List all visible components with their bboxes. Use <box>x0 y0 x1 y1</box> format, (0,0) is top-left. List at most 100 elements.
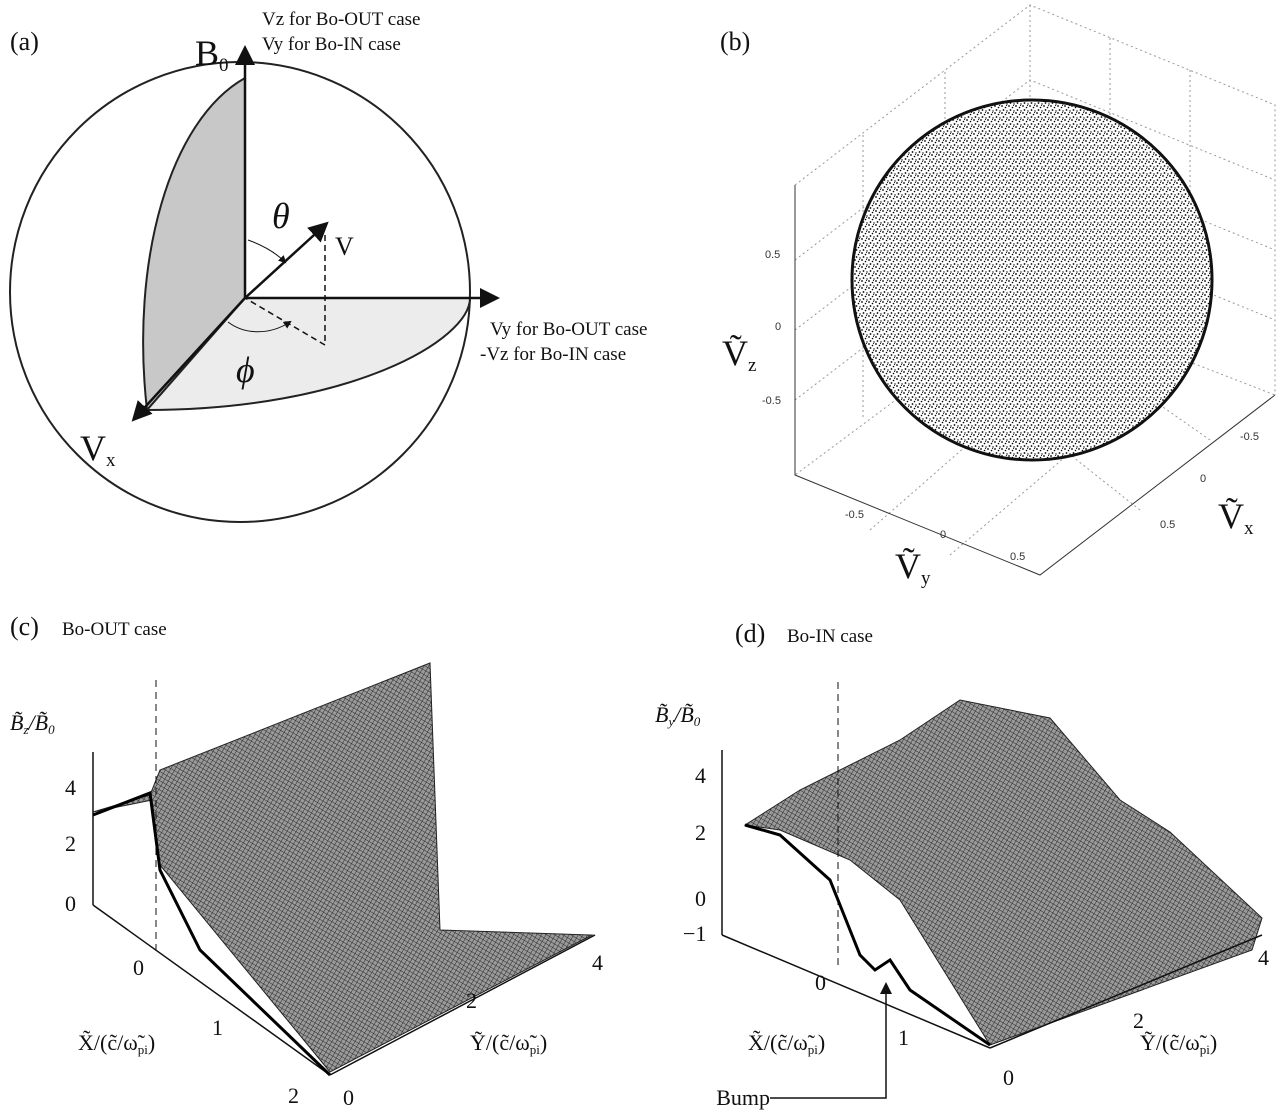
text-part: B̃ <box>655 702 668 727</box>
axis-label: B̃z/B̃0 <box>10 710 55 737</box>
tick-label: 2 <box>65 831 76 856</box>
text-part: B̃ <box>10 710 23 735</box>
panel-label: (d) <box>735 619 765 648</box>
text-part: ) <box>148 1030 155 1055</box>
tick-label: 2 <box>695 820 706 845</box>
tick-label: 0 <box>65 891 76 916</box>
panel-b: (b) 0.5 0 -0.5 -0.5 0 0.5 -0.5 0 0.5 Ṽz … <box>720 4 1276 589</box>
text-part: /B̃ <box>672 702 694 727</box>
annotation: Bump <box>716 1085 770 1110</box>
x-axis <box>92 904 331 1076</box>
box <box>794 185 1276 576</box>
text-part: X̃/(c̃/ω̃ <box>78 1030 146 1055</box>
projection <box>244 235 326 347</box>
tick-label: 4 <box>695 763 706 788</box>
text-part: Ṽ <box>1218 496 1244 536</box>
panel-label: (a) <box>10 27 39 56</box>
tick-label: 0 <box>133 955 144 980</box>
text-part: pi <box>138 1042 149 1057</box>
note: Vz for Bo-OUT case <box>262 9 420 30</box>
note: -Vz for Bo-IN case <box>480 344 626 365</box>
profile-curve <box>92 790 332 1077</box>
tick-label: −1 <box>683 921 706 946</box>
sphere-points <box>850 98 1214 462</box>
axis-label: Ṽz <box>722 333 756 376</box>
text-part: x <box>1244 518 1254 539</box>
axis-label: B̃y/B̃0 <box>655 702 701 729</box>
tick-label: 2 <box>288 1083 299 1108</box>
text-part: /B̃ <box>27 710 49 735</box>
text-part: y <box>921 568 931 589</box>
text-part: 0 <box>219 55 229 76</box>
x-axis <box>721 934 991 1049</box>
tick-label: -0.5 <box>762 395 781 407</box>
text-part: Ṽ <box>722 333 748 373</box>
text-part: ) <box>540 1030 547 1055</box>
text-part: pi <box>808 1042 819 1057</box>
axis-label: Vx <box>80 428 116 471</box>
y-axis <box>329 934 596 1076</box>
panel-label: (b) <box>720 27 750 56</box>
tick-label: 0 <box>695 886 706 911</box>
text-part: V <box>80 428 106 468</box>
panel-d: (d) Bo-IN case Bump B̃y/B̃0 4 2 0 −1 0 1… <box>655 619 1269 1110</box>
tick-label: 0.5 <box>1010 551 1025 563</box>
panel-label: (c) <box>10 612 39 641</box>
panel-title: Bo-IN case <box>787 626 873 647</box>
note: Vy for Bo-OUT case <box>490 319 647 340</box>
tick-label: 0 <box>343 1085 354 1110</box>
axis-label: Ṽx <box>1218 496 1254 539</box>
axis-label: X̃/(c̃/ω̃pi) <box>748 1030 825 1057</box>
axis-label: Ỹ/(c̃/ω̃pi) <box>1140 1030 1217 1057</box>
text-part: Ṽ <box>895 546 921 586</box>
note: Vy for Bo-IN case <box>262 34 401 55</box>
text-part: pi <box>1200 1042 1211 1057</box>
axis-label: X̃/(c̃/ω̃pi) <box>78 1030 155 1057</box>
surface <box>92 662 594 1073</box>
text-part: Ỹ/(c̃/ω̃ <box>1140 1030 1208 1055</box>
axis-label: Ṽy <box>895 546 931 589</box>
tick-label: 0.5 <box>1160 519 1175 531</box>
tick-label: 0.5 <box>765 249 780 261</box>
text-part: B <box>195 33 219 73</box>
tick-label: 4 <box>1258 945 1269 970</box>
text-part: x <box>106 450 116 471</box>
tick-label: 2 <box>1133 1008 1144 1033</box>
tick-label: -0.5 <box>1240 431 1259 443</box>
profile-curve <box>744 823 991 1047</box>
text-part: ) <box>1210 1030 1217 1055</box>
text-part: pi <box>530 1042 541 1057</box>
phi-arc <box>227 320 292 333</box>
text-part: 0 <box>694 714 701 729</box>
tick-label: 1 <box>898 1025 909 1050</box>
surface <box>743 699 1263 1046</box>
axis-label: Ỹ/(c̃/ω̃pi) <box>470 1030 547 1057</box>
panel-title: Bo-OUT case <box>62 619 167 640</box>
text-part: 0 <box>48 722 55 737</box>
axis-x <box>131 297 246 422</box>
tick-label: 0 <box>940 529 946 541</box>
panel-a: (a) B0 Vz for Bo-OUT case Vy for Bo-IN c… <box>9 9 647 523</box>
tick-label: 1 <box>212 1015 223 1040</box>
tick-label: 4 <box>592 950 603 975</box>
tick-label: 2 <box>466 988 477 1013</box>
theta-arc <box>247 239 287 264</box>
symbol: θ <box>272 196 290 236</box>
text-part: Ỹ/(c̃/ω̃ <box>470 1030 538 1055</box>
tick-label: 0 <box>1200 473 1206 485</box>
tick-label: 0 <box>1003 1065 1014 1090</box>
text-part: z <box>22 722 28 737</box>
tick-label: -0.5 <box>845 509 864 521</box>
tick-label: 4 <box>65 775 76 800</box>
tick-label: 0 <box>775 321 781 333</box>
symbol: ϕ <box>236 350 255 390</box>
text-part: y <box>666 714 674 729</box>
tick-label: 0 <box>815 970 826 995</box>
axis-label: B0 <box>195 33 229 76</box>
text-part: ) <box>818 1030 825 1055</box>
symbol: V <box>335 232 354 261</box>
text-part: X̃/(c̃/ω̃ <box>748 1030 816 1055</box>
annotation-arrow <box>770 982 892 1099</box>
equator-plane <box>144 297 472 412</box>
